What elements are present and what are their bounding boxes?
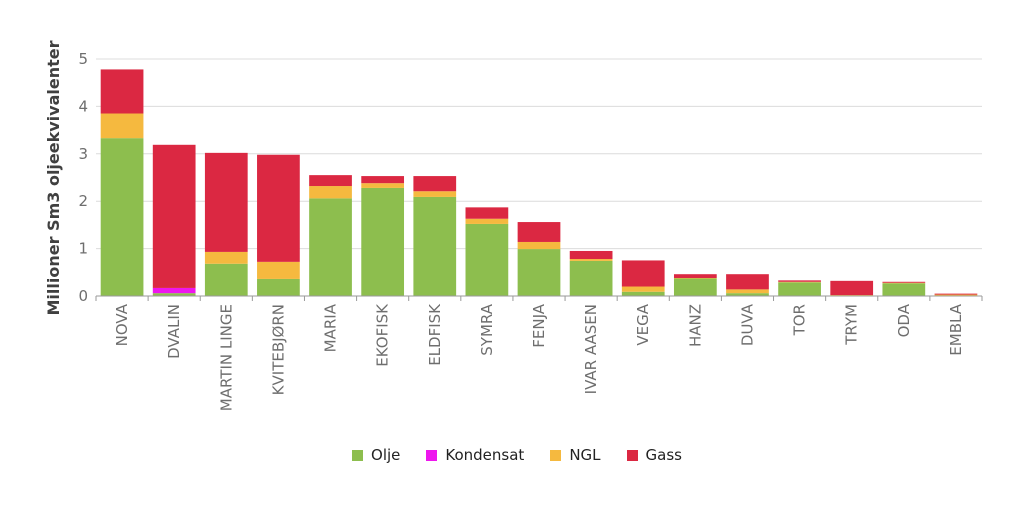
bar-segment	[778, 280, 821, 282]
x-tick-label: ODA	[895, 303, 913, 337]
legend: Olje Kondensat NGL Gass	[0, 446, 1024, 464]
x-tick-label: KVITEBJØRN	[269, 304, 287, 395]
legend-swatch	[352, 449, 364, 461]
bar-segment	[778, 282, 821, 296]
bar-segment	[257, 278, 300, 296]
bar-segment	[621, 286, 665, 292]
bar-segment	[621, 291, 665, 296]
x-tick-label: TOR	[791, 304, 809, 336]
bar-segment	[413, 191, 457, 197]
bar-segment	[726, 289, 769, 294]
x-tick-label: SYMRA	[478, 303, 496, 355]
legend-swatch	[426, 449, 438, 461]
y-tick-label: 5	[78, 50, 88, 68]
bar-segment	[100, 113, 144, 139]
legend-label: Kondensat	[445, 446, 525, 464]
y-tick-label: 4	[78, 97, 88, 115]
x-tick-label: DVALIN	[165, 304, 183, 359]
bar-segment	[569, 260, 613, 296]
bar-segment	[309, 175, 352, 187]
bar-segment	[517, 241, 561, 250]
bar-segment	[882, 281, 926, 283]
x-tick-label: MARTIN LINGE	[217, 304, 235, 411]
bar-segment	[934, 293, 978, 295]
bar-segment	[100, 69, 144, 114]
legend-label: Gass	[645, 446, 682, 464]
bar-segment	[257, 261, 300, 279]
bar-segment	[152, 293, 196, 296]
x-tick-label: VEGA	[634, 303, 652, 345]
bar-segment	[830, 280, 874, 296]
bar-segment	[465, 207, 509, 219]
x-tick-label: DUVA	[738, 303, 756, 346]
legend-item: Olje	[352, 446, 400, 464]
bar-segment	[100, 138, 144, 296]
bar-segment	[673, 278, 717, 296]
legend-item: Kondensat	[426, 446, 524, 464]
x-tick-label: TRYM	[843, 304, 861, 346]
bar-segment	[152, 287, 196, 294]
legend-swatch	[550, 449, 562, 461]
bar-segment	[152, 144, 196, 288]
x-tick-label: FENJA	[530, 303, 548, 347]
bar-segment	[257, 154, 300, 262]
bar-segment	[361, 176, 405, 184]
y-tick-label: 1	[78, 240, 88, 258]
bar-segment	[465, 223, 509, 296]
y-tick-label: 2	[78, 192, 88, 210]
x-tick-label: EMBLA	[947, 303, 965, 355]
legend-swatch	[626, 449, 638, 461]
bar-segment	[673, 274, 717, 278]
legend-label: NGL	[569, 446, 601, 464]
bar-segment	[882, 283, 926, 296]
y-tick-label: 3	[78, 145, 88, 163]
legend-item: NGL	[550, 446, 601, 464]
bar-segment	[726, 293, 769, 296]
bar-segment	[621, 260, 665, 287]
bar-segment	[309, 186, 352, 199]
bar-segment	[569, 250, 613, 260]
bar-segment	[465, 218, 509, 224]
x-tick-label: ELDFISK	[426, 303, 444, 366]
legend-label: Olje	[371, 446, 401, 464]
bar-segment	[517, 222, 561, 242]
x-tick-label: NOVA	[113, 303, 131, 346]
y-axis-label: Millioner Sm3 oljeekvivalenter	[44, 40, 63, 315]
bar-segment	[361, 187, 405, 296]
bar-segment	[517, 249, 561, 296]
bar-segment	[413, 196, 457, 296]
x-axis: NOVA DVALIN MARTIN LINGE KVITEBJØRN MARIA EKO…	[95, 295, 983, 411]
x-tick-label: IVAR AASEN	[582, 304, 600, 394]
bar-segment	[934, 294, 978, 296]
chart: 0 1 2 3 4 5 NOVA DVALIN MARTIN LINGE KVITEBJØRN M…	[44, 40, 983, 411]
bar-segment	[204, 263, 248, 296]
bars	[100, 69, 978, 296]
legend-item: Gass	[626, 446, 682, 464]
bar-segment	[726, 274, 769, 290]
bar-segment	[361, 183, 405, 188]
x-tick-label: HANZ	[686, 304, 704, 347]
x-tick-label: EKOFISK	[374, 303, 392, 367]
bar-segment	[204, 152, 248, 252]
y-tick-label: 0	[78, 287, 88, 305]
y-axis-ticks: 0 1 2 3 4 5	[78, 50, 88, 305]
bar-segment	[204, 251, 248, 264]
x-tick-label: MARIA	[322, 303, 340, 352]
bar-segment	[569, 259, 613, 261]
bar-segment	[413, 176, 457, 192]
bar-segment	[309, 198, 352, 296]
